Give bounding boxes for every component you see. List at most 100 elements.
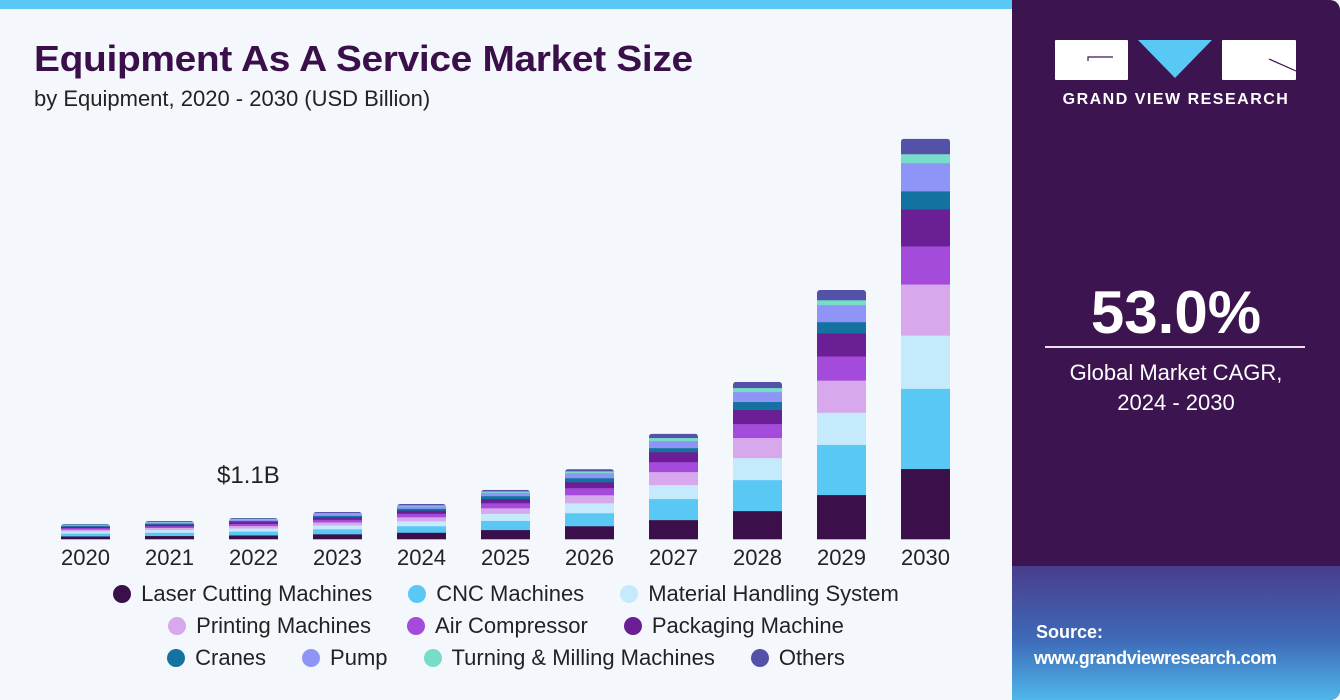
segment-2028-packaging-machine (733, 409, 782, 425)
segment-2026-pump (565, 472, 614, 479)
brand-panel: GRAND VIEW RESEARCH 53.0% Global Market … (1012, 0, 1340, 700)
segment-2028-cranes (733, 401, 782, 411)
segment-2022-air-compressor (229, 523, 278, 527)
segment-2028-cnc-machines (733, 479, 782, 512)
segment-2022-printing-machines (229, 525, 278, 529)
segment-2020-turning-milling-machines (61, 524, 110, 525)
segment-2025-cranes (481, 495, 530, 500)
segment-2024-pump (397, 506, 446, 509)
segment-2022-cnc-machines (229, 531, 278, 536)
legend-item-packaging-machine: Packaging Machine (623, 613, 844, 639)
legend-item-others: Others (750, 645, 845, 671)
segment-2025-others (481, 489, 530, 492)
segment-2030-printing-machines (901, 284, 950, 336)
x-tick-label: 2027 (649, 545, 698, 570)
segment-2023-packaging-machine (313, 517, 362, 520)
legend-label: Others (778, 645, 845, 670)
segment-2029-cnc-machines (817, 444, 866, 496)
segment-2023-cranes (313, 515, 362, 518)
legend-swatch-icon (113, 585, 132, 603)
segment-2030-others (901, 138, 950, 155)
segment-2028-others (733, 381, 782, 389)
cagr-label-line1: Global Market CAGR, (1069, 360, 1283, 385)
segment-2024-cnc-machines (397, 525, 446, 533)
segment-2025-cnc-machines (481, 520, 530, 531)
segment-2028-turning-milling-machines (733, 387, 782, 393)
segment-2027-air-compressor (649, 461, 698, 473)
gvr-logo-icon (1055, 40, 1296, 80)
bar-2023 (313, 512, 362, 540)
segment-2027-printing-machines (649, 471, 698, 486)
segment-2029-material-handling-system (817, 412, 866, 445)
segment-2020-laser-cutting-machines (61, 536, 110, 540)
segment-2020-pump (61, 524, 110, 527)
segment-2026-cnc-machines (565, 512, 614, 527)
brand-name: GRAND VIEW RESEARCH (1062, 91, 1290, 108)
source-box: Source: www.grandviewresearch.com (1012, 566, 1340, 700)
annotation-2022: $1.1B (217, 462, 280, 489)
segment-2021-others (145, 521, 194, 522)
segment-2024-material-handling-system (397, 521, 446, 527)
segment-2029-cranes (817, 321, 866, 334)
segment-2020-printing-machines (61, 529, 110, 532)
segment-2030-pump (901, 162, 950, 192)
segment-2022-pump (229, 519, 278, 521)
segment-2020-air-compressor (61, 527, 110, 530)
bar-2029 (817, 290, 866, 540)
segment-2027-cnc-machines (649, 498, 698, 521)
bar-2021 (145, 521, 194, 540)
source-link[interactable]: www.grandviewresearch.com (1034, 648, 1277, 668)
legend-item-printing-machines: Printing Machines (168, 613, 371, 639)
legend-swatch-icon (168, 617, 187, 635)
legend-swatch-icon (408, 585, 427, 603)
segment-2029-pump (817, 304, 866, 323)
segment-2028-pump (733, 391, 782, 403)
legend-item-air-compressor: Air Compressor (407, 613, 588, 639)
legend-row: Printing Machines Air Compressor Packaging… (0, 610, 1012, 642)
accent-bar (0, 0, 1012, 9)
segment-2030-turning-milling-machines (901, 153, 950, 164)
segment-2030-cranes (901, 191, 950, 210)
segment-2028-material-handling-system (733, 457, 782, 481)
segment-2022-turning-milling-machines (229, 518, 278, 520)
segment-2027-others (649, 433, 698, 439)
segment-2025-laser-cutting-machines (481, 529, 530, 540)
x-tick-label: 2023 (313, 545, 362, 570)
segment-2024-printing-machines (397, 516, 446, 522)
segment-2028-laser-cutting-machines (733, 510, 782, 540)
segment-2023-printing-machines (313, 522, 362, 526)
segment-2021-cnc-machines (145, 532, 194, 537)
segment-2026-printing-machines (565, 494, 614, 504)
segment-2026-turning-milling-machines (565, 471, 614, 474)
legend: Laser Cutting Machines CNC Machines Materi… (0, 578, 1012, 674)
legend-swatch-icon (620, 585, 639, 603)
cagr-label-line2: 2024 - 2030 (1117, 390, 1235, 415)
legend-label: Air Compressor (435, 613, 588, 638)
segment-2026-laser-cutting-machines (565, 525, 614, 540)
bar-2024 (397, 503, 446, 540)
segment-2024-cranes (397, 508, 446, 511)
legend-swatch-icon (167, 649, 186, 667)
segment-2027-packaging-machine (649, 451, 698, 463)
segment-2029-laser-cutting-machines (817, 494, 866, 540)
segment-2022-others (229, 517, 278, 519)
segment-2022-packaging-machine (229, 521, 278, 524)
segment-2027-material-handling-system (649, 484, 698, 500)
segment-2023-pump (313, 513, 362, 516)
x-tick-label: 2025 (481, 545, 530, 570)
segment-2029-packaging-machine (817, 333, 866, 357)
legend-row: Laser Cutting Machines CNC Machines Materi… (0, 578, 1012, 610)
legend-swatch-icon (302, 649, 321, 667)
legend-item-turning-milling-machines: Turning & Milling Machines (423, 645, 715, 671)
chart-title: Equipment As A Service Market Size (34, 38, 693, 79)
legend-swatch-icon (750, 649, 769, 667)
stacked-bar-chart: 2020 2021 2022 2023 2024 2025 2026 2027 2028 2029… (61, 138, 950, 570)
legend-swatch-icon (623, 617, 642, 635)
legend-item-pump: Pump (302, 645, 388, 671)
segment-2024-laser-cutting-machines (397, 532, 446, 540)
segment-2020-packaging-machine (61, 526, 110, 529)
legend-label: Pump (330, 645, 388, 670)
legend-label: Laser Cutting Machines (141, 581, 373, 606)
bar-2020 (61, 523, 110, 540)
cagr-label: Global Market CAGR, 2024 - 2030 (1012, 358, 1340, 418)
